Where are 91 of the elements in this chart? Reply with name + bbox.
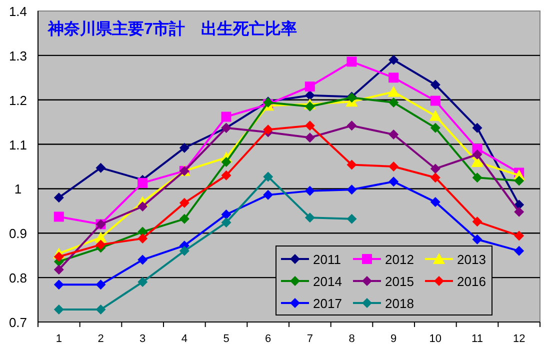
point <box>96 280 106 290</box>
point <box>179 246 190 256</box>
point <box>304 90 315 100</box>
point <box>221 157 232 168</box>
x-tick-label: 6 <box>265 333 272 345</box>
point <box>514 206 524 217</box>
point <box>138 254 148 265</box>
point <box>221 209 232 220</box>
point <box>263 190 274 200</box>
point <box>221 217 232 228</box>
point <box>514 176 524 186</box>
point <box>388 98 399 108</box>
point <box>472 216 482 227</box>
point <box>514 246 524 256</box>
point <box>472 234 482 244</box>
legend-label: 2012 <box>385 252 414 267</box>
legend-label: 2016 <box>457 274 486 289</box>
point <box>263 172 274 182</box>
x-tick-label: 1 <box>56 333 62 345</box>
point <box>179 198 190 208</box>
point <box>138 233 148 244</box>
point <box>472 150 482 160</box>
point <box>514 230 524 241</box>
point <box>429 110 442 121</box>
y-tick-label: 1.4 <box>8 4 28 19</box>
point <box>54 280 64 290</box>
legend-label: 2018 <box>385 296 414 311</box>
x-tick-label: 8 <box>348 333 355 345</box>
legend-label: 2011 <box>313 252 341 267</box>
point <box>263 124 274 135</box>
x-tick-label: 11 <box>472 333 483 345</box>
y-tick-label: 0.9 <box>8 226 28 242</box>
point <box>138 178 148 188</box>
point <box>430 80 440 90</box>
point <box>430 122 440 133</box>
point <box>138 277 148 288</box>
x-tick-label: 5 <box>223 333 230 345</box>
point <box>138 201 148 212</box>
point <box>430 164 440 174</box>
point <box>54 252 64 262</box>
point <box>221 170 232 180</box>
point <box>346 56 357 67</box>
x-tick-label: 2 <box>98 333 104 345</box>
x-tick-label: 10 <box>429 333 442 345</box>
x-tick-label: 3 <box>140 333 146 345</box>
point <box>96 162 106 173</box>
point <box>346 184 357 195</box>
point <box>388 162 399 172</box>
point <box>388 54 399 65</box>
point <box>472 172 482 183</box>
y-tick-label: 0.8 <box>8 270 28 286</box>
point <box>430 96 440 106</box>
point <box>388 72 399 83</box>
point <box>54 212 64 222</box>
point <box>221 112 232 122</box>
point <box>430 197 440 208</box>
text: 神奈川県主要7市計 出生死亡比率 <box>47 19 297 38</box>
x-tick-label: 4 <box>181 333 188 345</box>
point <box>54 192 64 203</box>
x-tick-label: 7 <box>306 333 313 345</box>
legend-label: 2015 <box>385 274 414 289</box>
point <box>54 304 64 315</box>
point <box>346 214 357 224</box>
legend-label: 2013 <box>457 252 486 267</box>
x-tick-label: 9 <box>390 333 397 345</box>
point <box>179 214 190 224</box>
point <box>304 120 315 131</box>
y-tick-label: 1 <box>14 182 22 197</box>
point <box>96 240 106 250</box>
point <box>430 172 440 183</box>
point <box>304 102 315 112</box>
x-tick-label: 12 <box>512 333 526 345</box>
point <box>304 186 315 196</box>
legend-label: 2017 <box>313 296 342 311</box>
point <box>346 120 357 131</box>
y-tick-label: 0.7 <box>8 315 28 330</box>
point <box>304 212 315 223</box>
point <box>304 82 315 92</box>
y-tick-label: 1.1 <box>8 137 28 152</box>
point <box>472 122 482 133</box>
point <box>388 130 399 140</box>
point <box>388 86 400 97</box>
point <box>388 176 399 187</box>
y-tick-label: 1.2 <box>8 92 28 108</box>
point <box>304 132 315 143</box>
point <box>346 160 357 170</box>
point <box>179 142 190 153</box>
y-tick-label: 1.3 <box>8 48 28 64</box>
point <box>54 264 64 275</box>
legend-label: 2014 <box>313 274 342 289</box>
point <box>96 304 106 315</box>
